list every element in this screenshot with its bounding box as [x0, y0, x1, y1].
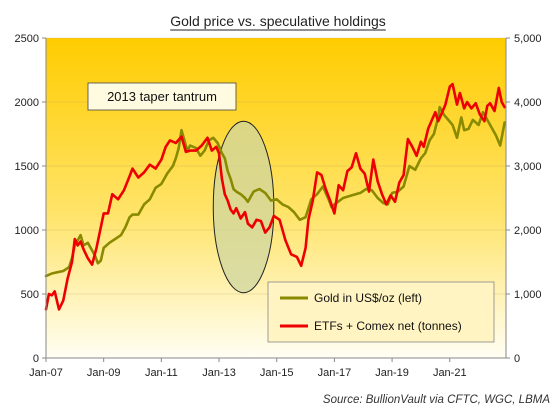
- legend-label-etf: ETFs + Comex net (tonnes): [314, 319, 462, 333]
- annotation-label-text: 2013 taper tantrum: [107, 89, 217, 104]
- gold-price-series-line: [44, 105, 506, 278]
- x-tick-label: Jan-07: [29, 367, 63, 379]
- source-note: Source: BullionVault via CFTC, WGC, LBMA: [323, 394, 550, 406]
- x-tick-label: Jan-17: [318, 367, 352, 379]
- x-tick-label: Jan-21: [433, 367, 467, 379]
- legend-box: [267, 281, 495, 343]
- legend-label-gold: Gold in US$/oz (left): [314, 291, 422, 305]
- x-tick-label: Jan-15: [260, 367, 294, 379]
- x-tick-label: Jan-11: [145, 367, 178, 379]
- x-tick-label: Jan-13: [202, 367, 236, 379]
- right-tick-label: 1,000: [514, 289, 542, 301]
- etf-comex-series-line: [44, 82, 506, 311]
- left-tick-label: 0: [33, 353, 39, 365]
- left-tick-label: 2500: [15, 33, 39, 45]
- left-tick-label: 1000: [15, 225, 39, 237]
- chart-title: Gold price vs. speculative holdings: [170, 13, 386, 29]
- x-tick-label: Jan-09: [87, 367, 121, 379]
- taper-tantrum-ellipse: [212, 120, 275, 294]
- annotation-label-box: [87, 82, 237, 111]
- x-tick-label: Jan-19: [375, 367, 409, 379]
- series-layer: 2013 taper tantrum: [44, 82, 506, 311]
- left-tick-label: 1500: [15, 161, 39, 173]
- legend: Gold in US$/oz (left) ETFs + Comex net (t…: [267, 281, 495, 343]
- annotation-layer: [212, 120, 275, 294]
- right-tick-label: 0: [514, 353, 520, 365]
- left-tick-label: 2000: [15, 97, 39, 109]
- left-tick-label: 500: [21, 289, 39, 301]
- right-tick-label: 2,000: [514, 225, 542, 237]
- right-tick-label: 5,000: [514, 33, 542, 45]
- annotation-label: 2013 taper tantrum: [87, 82, 237, 111]
- right-tick-label: 4,000: [514, 97, 542, 109]
- right-tick-label: 3,000: [514, 161, 542, 173]
- axes: 0 500 1000 1500 2000 2500 0 1,000 2,000 3,000 4,00…: [15, 33, 542, 379]
